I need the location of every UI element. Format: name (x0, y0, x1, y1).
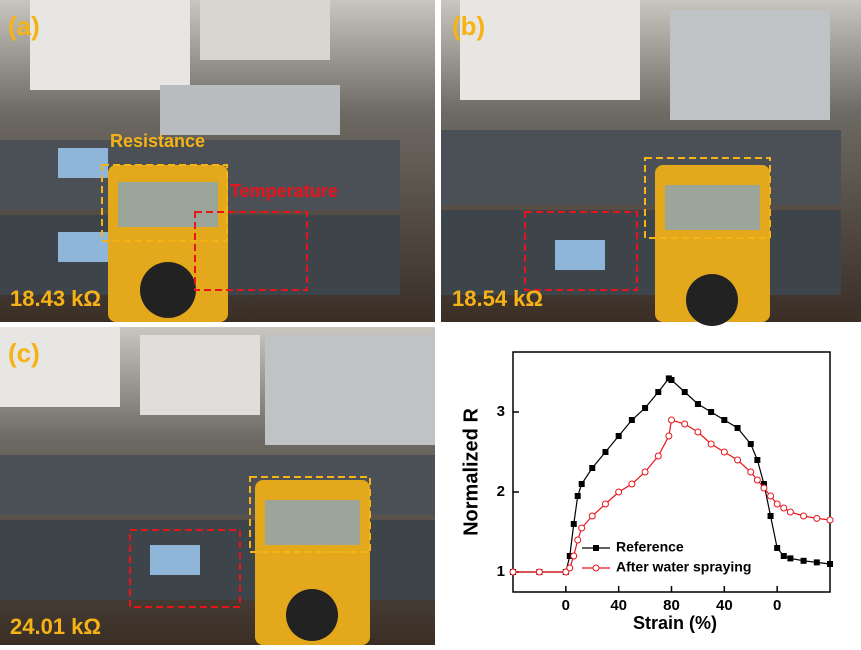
marker (813, 514, 821, 522)
marker (760, 481, 767, 487)
reading: 18.43 kΩ (10, 286, 101, 311)
marker (566, 564, 574, 572)
marker (720, 448, 728, 456)
marker (535, 568, 543, 576)
marker (665, 432, 673, 440)
x-tick-label: 80 (663, 597, 680, 614)
marker (601, 500, 609, 508)
marker (708, 409, 715, 415)
marker (780, 553, 787, 559)
panel-label: (a) (8, 11, 40, 41)
marker (628, 480, 636, 488)
reading: 24.01 kΩ (10, 614, 101, 639)
marker (668, 377, 675, 383)
marker (628, 417, 635, 423)
x-axis-label: Strain (%) (633, 613, 717, 633)
marker (826, 516, 834, 524)
marker (787, 555, 794, 562)
y-tick-label: 2 (497, 483, 505, 500)
marker (721, 417, 728, 423)
marker (668, 416, 675, 424)
photo-a: (a) Resistance Temperature 18.43 kΩ (0, 0, 435, 322)
marker (681, 389, 688, 395)
marker (694, 401, 701, 407)
legend-marker (592, 564, 600, 572)
photo-c: (c) 24.01 kΩ (0, 327, 435, 645)
marker (827, 561, 833, 567)
y-tick-label: 1 (497, 563, 505, 580)
marker (754, 457, 761, 463)
marker (615, 433, 622, 439)
marker (641, 468, 649, 476)
marker (780, 504, 788, 512)
marker (773, 500, 781, 508)
marker (654, 452, 662, 460)
marker (734, 425, 741, 431)
x-tick-label: 40 (610, 597, 627, 614)
marker (642, 405, 649, 411)
marker (578, 481, 585, 487)
marker (578, 524, 586, 532)
marker (774, 545, 781, 551)
marker (566, 553, 573, 559)
annotation: Temperature (230, 181, 338, 201)
panel-label: (c) (8, 338, 40, 368)
marker (562, 568, 570, 576)
panel-label: (b) (452, 11, 485, 41)
marker (767, 513, 774, 519)
marker (681, 420, 689, 428)
marker (767, 492, 775, 500)
marker (734, 456, 742, 464)
marker (786, 508, 794, 516)
marker (655, 389, 662, 395)
marker (800, 557, 807, 564)
y-tick-label: 3 (497, 403, 505, 420)
annotation: Resistance (110, 131, 205, 151)
marker (574, 536, 582, 544)
legend-label: Reference (616, 539, 684, 555)
x-tick-label: 0 (562, 597, 570, 614)
marker (747, 468, 755, 476)
marker (707, 440, 715, 448)
marker (570, 552, 578, 560)
photo-b: (b) 18.54 kΩ (441, 0, 861, 326)
x-tick-label: 40 (716, 597, 733, 614)
marker (570, 521, 577, 527)
marker (615, 488, 623, 496)
marker (589, 465, 596, 471)
marker (602, 449, 609, 455)
legend-marker (593, 545, 599, 551)
marker (509, 568, 517, 576)
marker (800, 512, 808, 520)
legend-label: After water spraying (616, 559, 751, 575)
marker (694, 428, 702, 436)
x-tick-label: 0 (773, 597, 781, 614)
y-axis-label: Normalized R (460, 408, 482, 536)
marker (813, 559, 820, 566)
marker (588, 512, 596, 520)
marker (753, 476, 761, 484)
reading: 18.54 kΩ (452, 286, 543, 311)
marker (574, 493, 581, 499)
marker (747, 441, 754, 447)
marker (760, 484, 768, 492)
